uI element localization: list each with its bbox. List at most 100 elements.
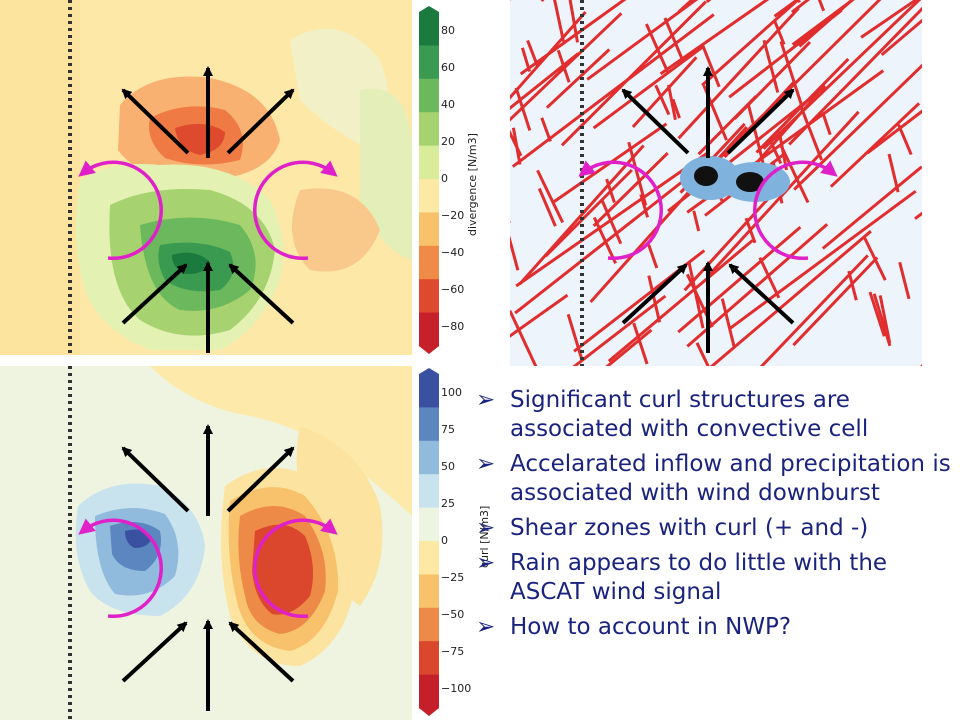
colorbar-swatch [419, 112, 439, 147]
rain-streak [510, 310, 538, 366]
rain-streak [568, 0, 579, 43]
rain-streak [872, 293, 892, 347]
rain-streak [792, 256, 879, 347]
colorbar-swatch [419, 78, 439, 113]
colorbar-tick-label: −40 [441, 246, 465, 260]
rain-streak [817, 0, 826, 12]
colorbar-swatch [419, 12, 439, 46]
curl-field [0, 366, 412, 720]
colorbar-extend-top [419, 368, 439, 374]
divergence-map [0, 0, 412, 355]
rain-streak [520, 47, 532, 72]
rain-streak [545, 48, 611, 109]
colorbar-swatch [419, 674, 439, 709]
arrow-bullet-icon: ➢ [476, 387, 496, 413]
colorbar-tick-label: 25 [441, 496, 455, 510]
colorbar-swatch [419, 407, 439, 442]
rain-streak [537, 187, 557, 227]
colorbar-tick-label: 0 [441, 534, 448, 547]
arrow-bullet-icon: ➢ [476, 550, 496, 576]
rain-streak [695, 342, 710, 366]
rain-streak [510, 293, 569, 338]
rain-streak [887, 153, 900, 193]
rain-streak [720, 298, 736, 347]
colorbar-tick-label: −25 [441, 571, 465, 585]
bullet-list: ➢ Significant curl structures are associa… [474, 386, 960, 648]
rain-streak [510, 11, 587, 100]
rain-streak [632, 322, 649, 365]
colorbar-extend-bottom [419, 708, 439, 716]
colorbar-tick-label: 75 [441, 422, 455, 436]
rain-field [510, 0, 922, 366]
colorbar-swatch [419, 145, 439, 180]
colorbar-tick-label: 50 [441, 459, 455, 473]
curl-map [0, 366, 412, 720]
rain-streak [692, 210, 701, 232]
rain-map [510, 0, 922, 366]
bullet-text: How to account in NWP? [510, 614, 792, 640]
rain-streak [566, 313, 584, 362]
arrow-bullet-icon: ➢ [476, 515, 496, 541]
rain-streak [663, 17, 685, 61]
rain-streak [645, 23, 670, 75]
colorbar-swatch [419, 312, 439, 347]
rain-streak [897, 124, 913, 156]
rain-streak [526, 39, 539, 67]
rain-streak [762, 39, 780, 93]
rain-streak [586, 0, 699, 81]
colorbar-tick-label: 80 [441, 23, 455, 37]
rain-streak [779, 41, 803, 105]
bullet-item: ➢ How to account in NWP? [474, 613, 960, 642]
rain-streak [701, 0, 801, 87]
rain-streak [536, 169, 565, 224]
colorbar-tick-label: 40 [441, 97, 455, 111]
colorbar-swatch [419, 279, 439, 314]
colorbar-tick-label: −100 [441, 682, 472, 696]
rain-streak [863, 237, 887, 281]
colorbar-swatch [419, 212, 439, 247]
rain-streak [510, 129, 523, 157]
rain-streak [821, 165, 922, 250]
curl-colorbar: 100 75 50 25 0 −25 −50 −75 −100 [419, 368, 479, 716]
rain-streak [821, 113, 832, 136]
curl-colorbar-swatches [419, 368, 439, 716]
rain-streak [605, 328, 653, 366]
rain-streak [868, 291, 886, 337]
bullet-text: Significant curl structures are associat… [510, 387, 869, 442]
colorbar-tick-label: 100 [441, 385, 462, 399]
rain-streak [510, 235, 520, 271]
rain-streak [519, 0, 627, 76]
colorbar-tick-label: −20 [441, 209, 465, 223]
rain-streak [866, 109, 922, 155]
rain-streak [829, 102, 921, 188]
colorbar-tick-label: −75 [441, 645, 465, 659]
rain-streak [560, 0, 707, 147]
rain-streak [898, 261, 911, 300]
colorbar-swatch [419, 574, 439, 609]
rain-streak [540, 117, 552, 142]
colorbar-tick-label: 0 [441, 172, 448, 185]
rain-streak [860, 0, 919, 39]
bullet-item: ➢ Significant curl structures are associa… [474, 386, 960, 444]
arrow-bullet-icon: ➢ [476, 451, 496, 477]
colorbar-swatch [419, 245, 439, 280]
rain-streak [759, 254, 869, 366]
colorbar-swatch [419, 474, 439, 509]
rain-streak [880, 18, 922, 57]
divergence-field [0, 0, 412, 355]
rain-streak [847, 270, 858, 301]
bullet-item: ➢ Rain appears to do little with the ASCA… [474, 549, 960, 607]
rain-streak [556, 49, 571, 83]
bullet-text: Accelarated inflow and precipitation is … [510, 451, 951, 506]
bullet-item: ➢ Shear zones with curl (+ and -) [474, 514, 960, 543]
colorbar-tick-label: 60 [441, 60, 455, 74]
bullet-text: Shear zones with curl (+ and -) [510, 515, 869, 541]
rain-streak [798, 103, 823, 161]
colorbar-extend-top [419, 6, 439, 12]
divergence-colorbar-swatches [419, 6, 439, 354]
colorbar-swatch [419, 607, 439, 642]
colorbar-tick-label: −80 [441, 320, 465, 334]
colorbar-swatch [419, 179, 439, 213]
colorbar-swatch [419, 641, 439, 676]
colorbar-extend-bottom [419, 346, 439, 354]
